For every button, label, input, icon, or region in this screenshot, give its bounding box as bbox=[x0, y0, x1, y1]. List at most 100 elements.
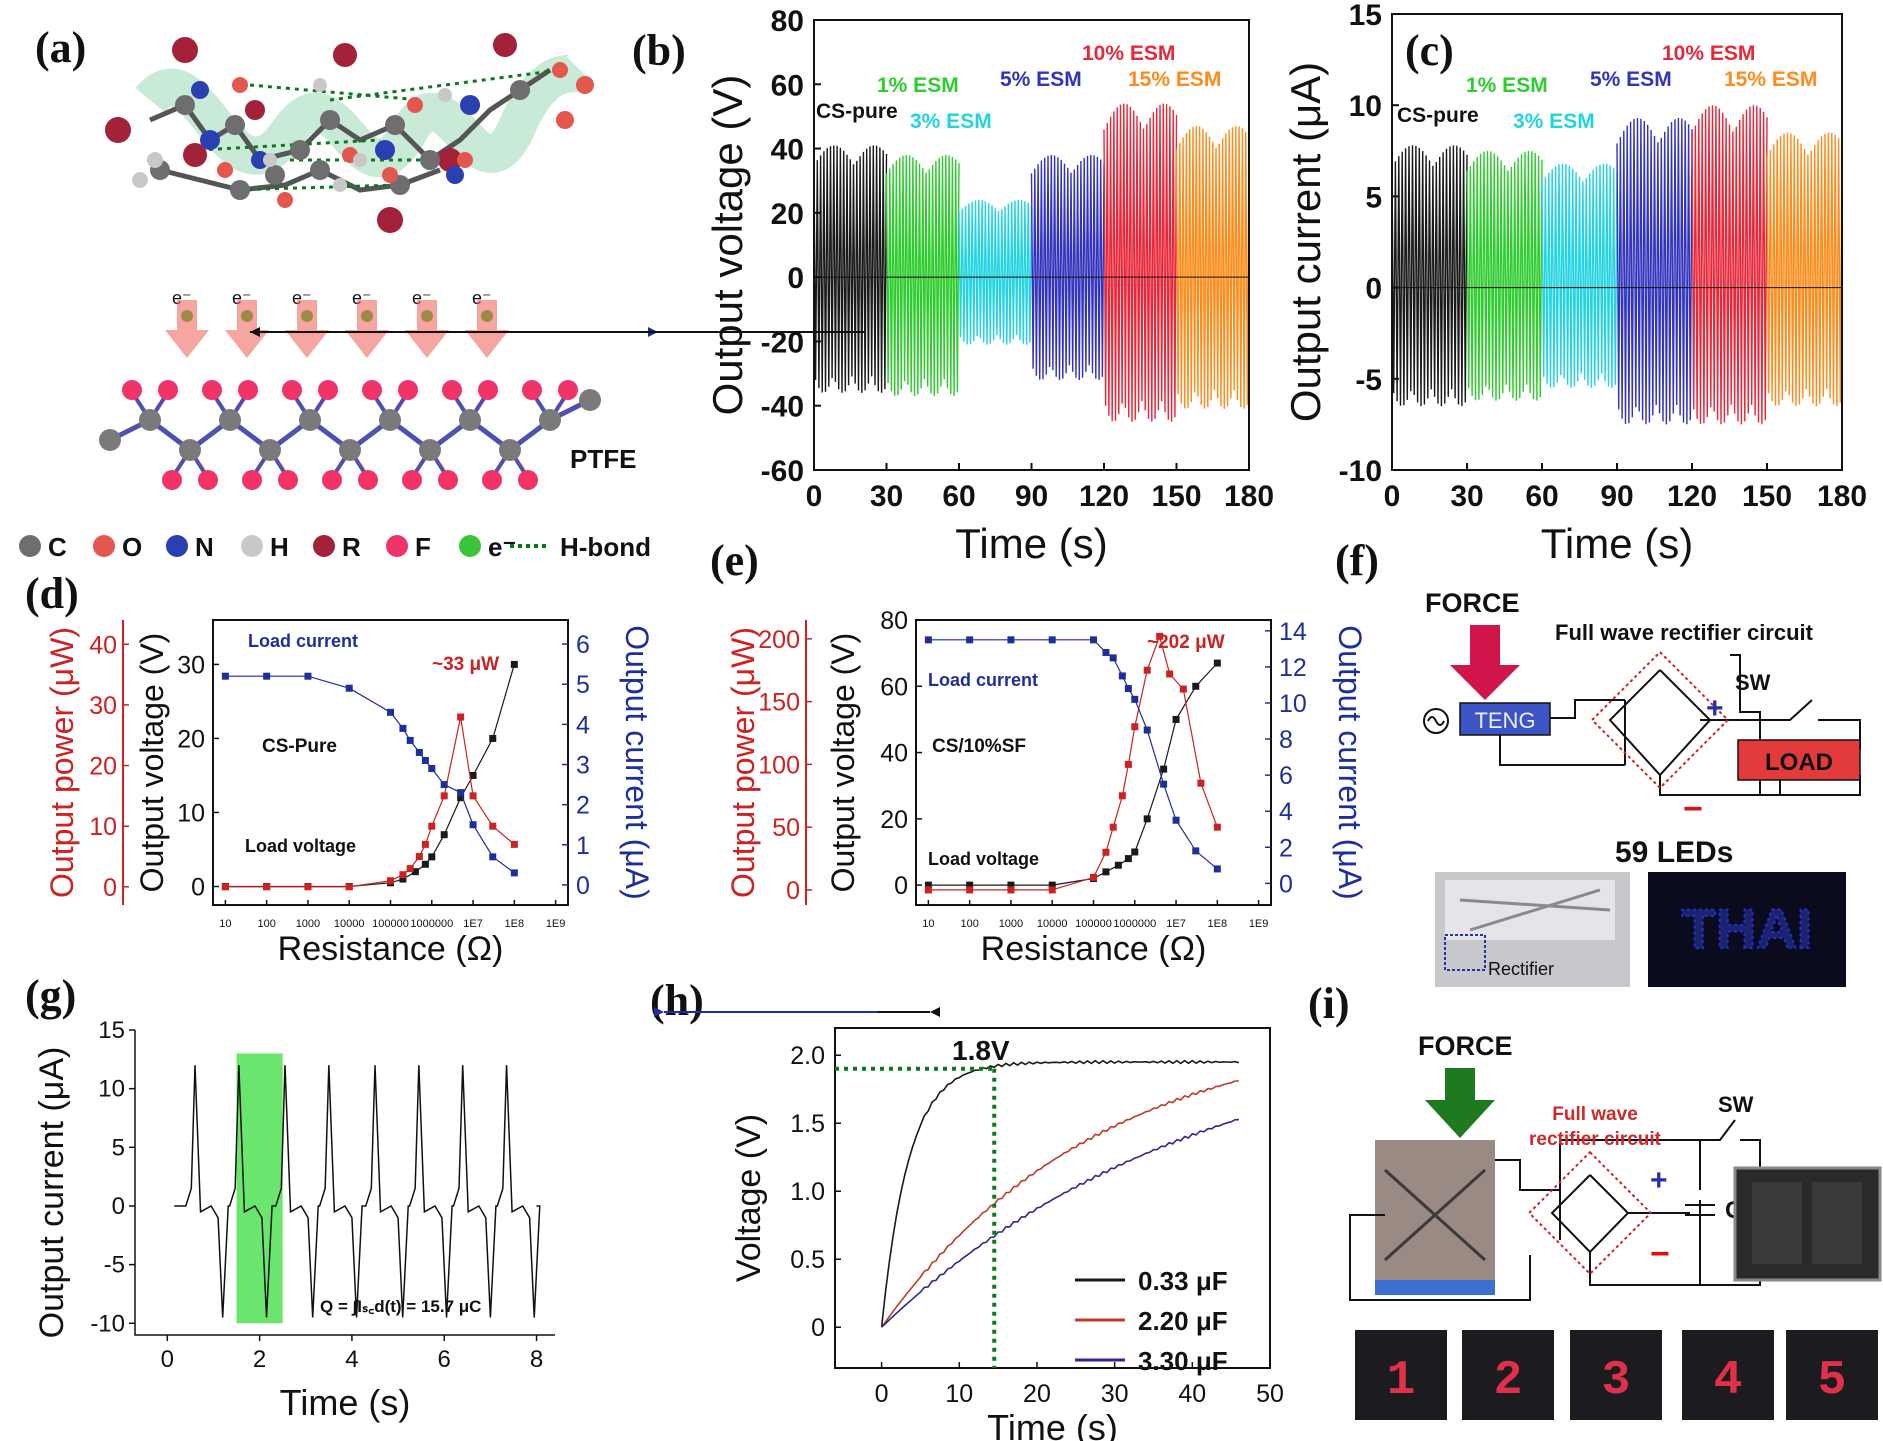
y-tick-label: 1.0 bbox=[790, 1178, 825, 1206]
series-marker bbox=[489, 853, 497, 861]
x-tick-label: 4 bbox=[345, 1346, 358, 1373]
series-marker bbox=[1048, 636, 1056, 644]
series-marker bbox=[1109, 823, 1117, 831]
panel-label-e: (e) bbox=[710, 536, 759, 585]
carbon-atom-icon bbox=[339, 439, 361, 461]
x-tick-label: 1000 bbox=[999, 918, 1023, 930]
x-tick-label: 180 bbox=[1817, 480, 1867, 513]
series-marker bbox=[1213, 823, 1221, 831]
series-marker bbox=[1131, 848, 1139, 856]
series-marker bbox=[1007, 881, 1015, 889]
y-tick-label: -60 bbox=[761, 455, 804, 488]
x-tick-label: 180 bbox=[1224, 480, 1274, 513]
series-marker bbox=[469, 771, 477, 779]
x-tick-label: 0 bbox=[875, 1380, 889, 1408]
segment-trace bbox=[1103, 103, 1178, 422]
series-marker bbox=[1114, 861, 1122, 869]
series-marker bbox=[399, 875, 407, 883]
series-marker bbox=[924, 886, 932, 894]
series-marker bbox=[440, 781, 448, 789]
series-marker bbox=[1109, 654, 1117, 662]
carbon-atom-icon bbox=[499, 439, 521, 461]
series-marker bbox=[1143, 666, 1151, 674]
minus-sign-f: − bbox=[1683, 790, 1703, 828]
series-marker bbox=[415, 748, 423, 756]
series-marker bbox=[1048, 881, 1056, 889]
series-marker bbox=[421, 860, 429, 868]
power-axis-label: Output power (μW) bbox=[44, 627, 80, 898]
chart-g-current-pulses: 0 2 4 6 8 -10 -5 0 5 10 15 Q = ∫Iₛ꜀d(t) = 15.7 μC Ti… bbox=[33, 1017, 555, 1423]
panel-a-molecule-diagram: e⁻ e⁻ e⁻ e⁻ e⁻ e⁻ PTFE bbox=[99, 33, 636, 490]
series-marker bbox=[1156, 632, 1164, 640]
force-arrow-icon-green bbox=[1425, 1068, 1495, 1138]
series-marker bbox=[428, 822, 436, 830]
carbon-atom-icon bbox=[539, 409, 561, 431]
current-tick-label: 14 bbox=[1279, 618, 1307, 646]
segment-trace bbox=[958, 199, 1033, 345]
ac-source-icon bbox=[1423, 708, 1449, 734]
series-marker bbox=[1118, 672, 1126, 680]
fluorine-atom-icon bbox=[358, 470, 378, 490]
x-tick-label: 0 bbox=[1384, 480, 1401, 513]
electron-arrow-icon bbox=[225, 300, 269, 358]
digit-value: 3 bbox=[1602, 1354, 1631, 1408]
load-current-label: Load current bbox=[248, 631, 358, 651]
sample-label: CS/10%SF bbox=[932, 736, 1026, 757]
y-tick-label: 0 bbox=[191, 873, 205, 901]
series-marker bbox=[469, 792, 477, 800]
carbon-atom-icon bbox=[219, 409, 241, 431]
digit-photo bbox=[1682, 1330, 1774, 1420]
load-voltage-label: Load voltage bbox=[928, 849, 1039, 869]
load-voltage-label: Load voltage bbox=[245, 836, 356, 856]
x-tick-label: 90 bbox=[1600, 480, 1633, 513]
y-axis-label: Output current (μA) bbox=[33, 1047, 71, 1339]
y-tick-label: 20 bbox=[880, 806, 908, 834]
series-marker bbox=[345, 883, 353, 891]
fluorine-atom-icon bbox=[402, 470, 422, 490]
digit-value: 5 bbox=[1818, 1354, 1847, 1408]
segment-label: 1% ESM bbox=[877, 74, 959, 97]
y-tick-label: 30 bbox=[177, 651, 205, 679]
segment-trace bbox=[1691, 105, 1768, 425]
fluorine-atom-icon bbox=[318, 380, 338, 400]
digit-value: 4 bbox=[1714, 1354, 1743, 1408]
chart-c-output-current: CS-pure 1% ESM 3% ESM 5% ESM 10% ESM 15% ESM 0… bbox=[1282, 0, 1867, 567]
segment-label: 3% ESM bbox=[910, 110, 992, 133]
legend-label: O bbox=[122, 532, 142, 562]
current-tick-label: 6 bbox=[576, 631, 590, 659]
y-tick-label: 80 bbox=[880, 607, 908, 635]
legend-label: R bbox=[342, 532, 361, 562]
series-marker bbox=[1048, 886, 1056, 894]
y-tick-label: 10 bbox=[177, 799, 205, 827]
load-label: LOAD bbox=[1765, 749, 1833, 776]
legend-label: N bbox=[195, 532, 214, 562]
series-marker bbox=[1192, 847, 1200, 855]
teng-label: TENG bbox=[1474, 708, 1535, 733]
power-tick-label: 30 bbox=[89, 692, 117, 720]
x-tick-label: 1E8 bbox=[1208, 918, 1228, 930]
force-label-i: FORCE bbox=[1418, 1031, 1513, 1061]
panel-label-d: (d) bbox=[25, 569, 79, 618]
series-marker bbox=[221, 883, 229, 891]
series-marker bbox=[421, 756, 429, 764]
power-tick-label: 0 bbox=[786, 877, 800, 905]
fluorine-atom-icon bbox=[278, 470, 298, 490]
led-display-photo bbox=[1648, 872, 1846, 987]
y-tick-label: -10 bbox=[1339, 455, 1382, 488]
segment-trace bbox=[1030, 154, 1105, 381]
series-marker bbox=[1131, 723, 1139, 731]
series-marker bbox=[457, 794, 465, 802]
x-tick-label: 10000 bbox=[1037, 918, 1068, 930]
series-marker bbox=[510, 869, 518, 877]
hydrogen-atom-icon bbox=[241, 535, 263, 557]
x-tick-label: 1E9 bbox=[1249, 918, 1269, 930]
series-marker bbox=[221, 672, 229, 680]
series-marker bbox=[1102, 868, 1110, 876]
x-axis-label: Resistance (Ω) bbox=[278, 930, 504, 968]
y-tick-label: 0 bbox=[112, 1193, 125, 1220]
power-tick-label: 200 bbox=[758, 626, 800, 654]
fluorine-atom-icon bbox=[202, 380, 222, 400]
series-marker bbox=[1192, 682, 1200, 690]
series-marker bbox=[428, 765, 436, 773]
